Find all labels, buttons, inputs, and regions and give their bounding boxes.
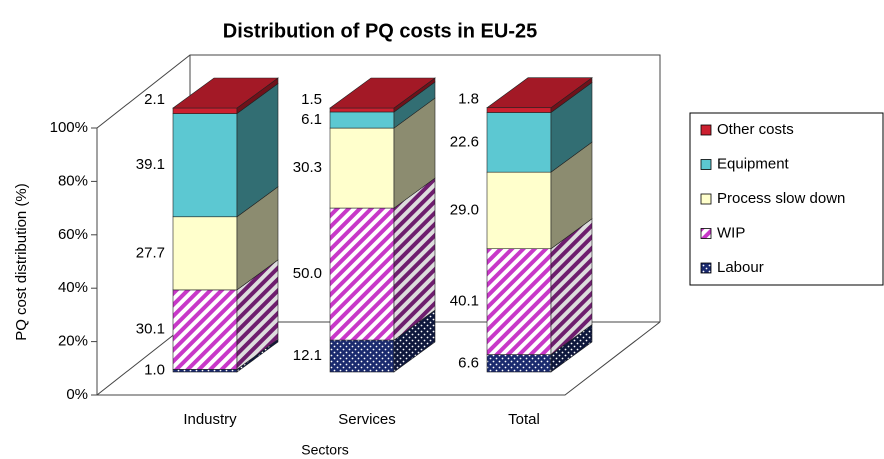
bar-segment xyxy=(172,82,279,218)
data-label: 1.0 xyxy=(144,362,165,379)
bar-top xyxy=(329,77,436,109)
y-tick-label: 80% xyxy=(58,172,88,189)
data-label: 22.6 xyxy=(450,133,479,150)
data-label: 1.5 xyxy=(301,91,322,108)
data-label: 27.7 xyxy=(136,244,165,261)
data-label: 1.8 xyxy=(458,91,479,108)
bar-front xyxy=(486,171,552,250)
legend-label: Process slow down xyxy=(717,190,845,207)
bar-segment xyxy=(329,97,436,209)
data-label: 2.1 xyxy=(144,91,165,108)
data-label: 40.1 xyxy=(450,293,479,310)
x-tick-label: Services xyxy=(338,411,396,428)
bar-segment xyxy=(486,141,593,250)
legend-label: Equipment xyxy=(717,155,790,172)
bar-front xyxy=(172,369,238,373)
bar-front xyxy=(172,113,238,218)
bar-front xyxy=(329,207,395,341)
bar-front xyxy=(172,107,238,114)
data-label: 30.3 xyxy=(293,159,322,176)
x-tick-label: Total xyxy=(508,411,540,428)
y-tick-label: 20% xyxy=(58,333,88,350)
bar-front xyxy=(329,107,395,113)
bar-segment xyxy=(329,77,436,113)
data-label: 6.6 xyxy=(458,354,479,371)
bar-front xyxy=(329,127,395,209)
bar-segment xyxy=(486,81,593,173)
bar-front xyxy=(486,112,552,173)
legend-swatch xyxy=(700,124,712,136)
bar-segment xyxy=(172,186,279,291)
bar-front xyxy=(329,111,395,129)
x-tick-label: Industry xyxy=(183,411,237,428)
bar-segment xyxy=(486,77,593,114)
floor-front xyxy=(97,321,661,396)
legend-swatch xyxy=(700,228,712,239)
data-label: 50.0 xyxy=(293,265,322,282)
legend-label: WIP xyxy=(717,224,745,241)
data-label: 30.1 xyxy=(136,321,165,338)
bar-front xyxy=(329,339,395,373)
y-tick-label: 100% xyxy=(50,119,88,136)
legend-label: Other costs xyxy=(717,121,794,138)
bar-segment xyxy=(329,177,436,341)
y-tick-label: 40% xyxy=(58,279,88,296)
y-axis-title: PQ cost distribution (%) xyxy=(13,183,30,341)
legend-swatch xyxy=(700,262,712,274)
bar-segment xyxy=(329,309,436,373)
y-tick-label: 0% xyxy=(66,386,88,403)
x-axis-title: Sectors xyxy=(301,442,348,458)
bar-front xyxy=(486,107,552,113)
legend-label: Labour xyxy=(717,259,764,276)
bar-top xyxy=(486,77,593,109)
data-label: 29.0 xyxy=(450,201,479,218)
data-label: 39.1 xyxy=(136,156,165,173)
bar-segment xyxy=(329,81,436,129)
legend-swatch xyxy=(700,193,712,205)
bar-front xyxy=(486,354,552,373)
y-tick-label: 60% xyxy=(58,226,88,243)
legend-swatch xyxy=(700,159,712,170)
bar-front xyxy=(172,289,238,370)
chart-title: Distribution of PQ costs in EU-25 xyxy=(223,20,537,42)
bar-front xyxy=(486,248,552,355)
bar-top xyxy=(172,77,279,109)
data-label: 6.1 xyxy=(301,111,322,128)
bar-front xyxy=(172,216,238,291)
data-label: 12.1 xyxy=(293,347,322,364)
legend-box xyxy=(689,112,884,286)
bar-segment xyxy=(172,77,279,115)
back-wall xyxy=(96,54,661,322)
bar-segment xyxy=(486,218,593,356)
